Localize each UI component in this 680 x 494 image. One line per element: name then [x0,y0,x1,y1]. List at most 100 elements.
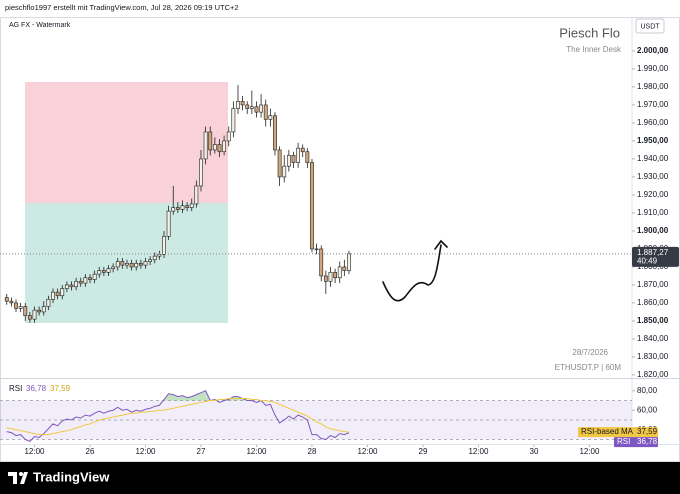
candle-body [83,277,88,284]
x-tick-label: 12:00 [24,447,45,456]
candle-body [286,155,291,167]
candle-body [291,155,296,163]
y-tick-label: 1.820,00 [637,370,669,379]
candle-body [254,106,259,113]
candle-body [263,104,268,120]
x-tick-label: 12:00 [135,447,156,456]
logo-icon [8,472,28,484]
candle-body [4,297,9,302]
rsi-label-name: RSI [617,437,630,446]
candle-body [212,144,217,151]
rsi-band [0,400,632,440]
candle-body [236,101,240,109]
currency: USDT [640,23,660,30]
candle-body [259,104,264,113]
candle-body [333,272,337,279]
candle-body [32,309,37,320]
candle-body [92,273,97,280]
rsi-value: 36,78 [26,384,47,393]
ma-label-box [578,427,658,438]
last-price-label: 1.887,27 [637,248,669,257]
y-tick-label: 1.840,00 [637,334,669,343]
stop-zone [25,203,228,323]
candle-body [194,185,199,205]
candle-body [180,205,185,210]
candle-body [268,115,273,120]
rsi-label-value: 36,78 [637,437,658,446]
candle-body [231,108,236,133]
y-tick-label: 1.850,00 [637,316,669,325]
currency-box[interactable] [635,18,665,34]
candle-body [106,268,111,273]
candle-body [88,277,92,280]
candle-body [115,261,120,268]
candle-body [171,207,176,212]
y-tick-label: 1.950,00 [637,136,669,145]
candle-body [101,270,106,273]
candle-body [125,263,129,266]
candle-body [323,275,328,282]
candle-body [296,147,301,163]
candle-body [129,263,134,268]
logo-dot [19,472,23,476]
candle-body [46,299,51,307]
rsi-title: RSI [9,384,22,393]
y-tick-label: 1.970,00 [637,100,669,109]
y-tick-label: 1.920,00 [637,190,669,199]
candle-body [175,207,180,210]
candle-body [222,140,227,153]
candle-body [60,288,65,297]
candle-body [342,266,347,271]
candle-body [166,210,171,237]
x-tick-label: 30 [530,447,539,456]
candle-body [319,248,324,277]
rsi-line [6,398,350,436]
author: Piesch Flo [559,25,620,40]
candle-body [120,261,125,266]
y-tick-label: 1.940,00 [637,154,669,163]
candle-body [217,144,222,153]
brand: TradingView [33,469,110,484]
candle-body [208,131,213,151]
candle-body [203,131,208,160]
candle-body [78,281,83,284]
target-zone [25,82,228,203]
candle-body [300,147,305,153]
y-tick-label: 1.900,00 [637,226,669,235]
candle-body [9,300,14,304]
y-tick-label: 1.960,00 [637,118,669,127]
ma-label-name: RSI-based MA [581,427,634,436]
candle-body [328,272,333,282]
candle-body [157,254,162,257]
candle-body [314,248,319,251]
symbol: ETHUSDT.P | 60M [555,363,622,372]
drawing-arrow [382,239,448,302]
x-tick-label: 12:00 [468,447,489,456]
subtitle: The Inner Desk [566,45,622,54]
candle-body [347,253,351,271]
candle-body [37,309,42,313]
rsi-line [6,390,350,443]
candle-body [162,236,166,255]
footer [0,462,680,494]
x-tick-label: 12:00 [357,447,378,456]
x-tick-label: 29 [419,447,428,456]
candle-body [64,284,69,289]
candle-body [18,306,23,309]
x-tick-label: 12:00 [246,447,267,456]
y-tick-label: 1.990,00 [637,64,669,73]
candle-body [273,115,277,151]
candle-body [305,151,310,163]
rsi-ma-value: 37,59 [50,384,71,393]
candle-body [148,259,153,262]
y-tick-label: 1.860,00 [637,298,669,307]
candle-body [97,270,102,275]
candle-body [51,291,55,300]
x-tick-label: 26 [86,447,95,456]
y-tick-label: 1.870,00 [637,280,669,289]
y-tick-label: 80,00 [637,386,658,395]
candle-body [199,158,203,187]
y-tick-label: 1.910,00 [637,208,669,217]
candle-body [245,104,250,109]
candle-body [249,106,254,109]
